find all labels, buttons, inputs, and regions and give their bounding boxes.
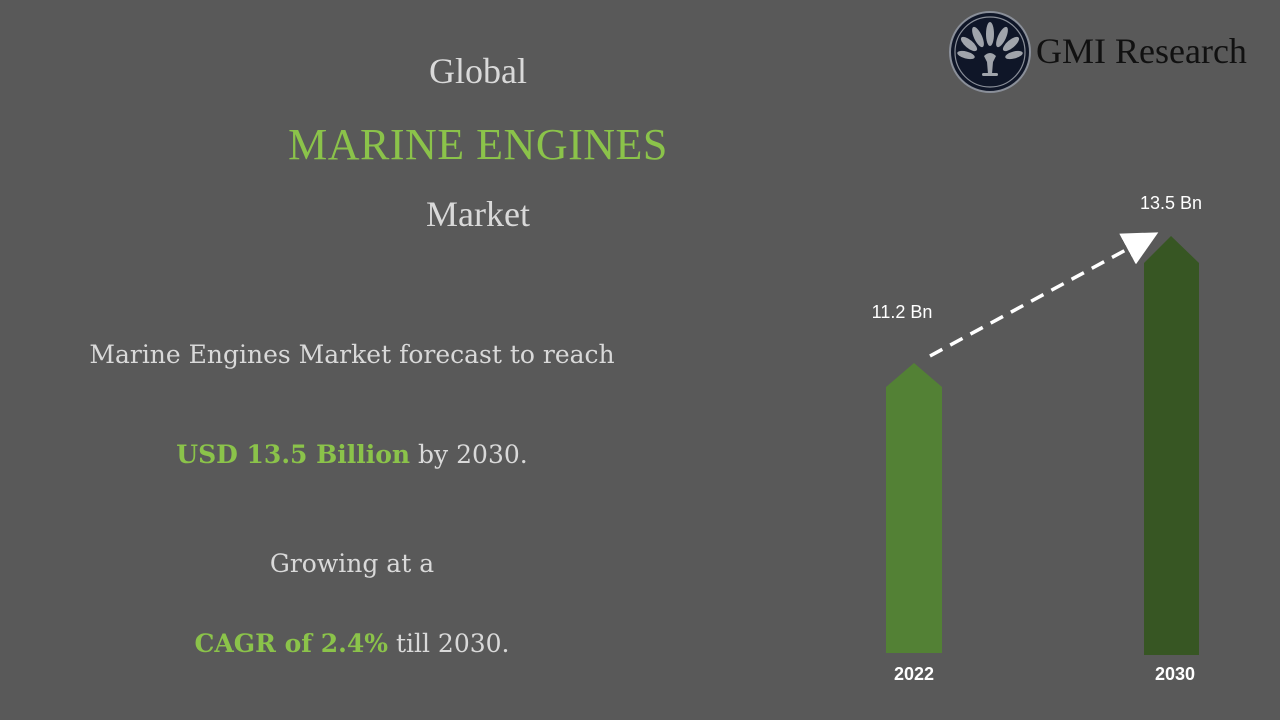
cagr-value: CAGR of 2.4%	[194, 629, 388, 658]
value-label-2022: 11.2 Bn	[871, 302, 933, 322]
logo	[948, 10, 1032, 94]
forecast-year-text: by 2030.	[410, 440, 528, 469]
value-label-2030: 13.5 Bn	[1139, 193, 1203, 213]
bar-2030	[1144, 236, 1199, 655]
bar-2022	[886, 363, 942, 653]
palm-fan-logo-icon	[949, 11, 1031, 93]
page-title: MARINE ENGINES	[288, 120, 668, 169]
year-label-2022: 2022	[893, 664, 935, 684]
title-prefix: Global	[429, 51, 527, 91]
growth-text: Growing at a	[269, 549, 435, 578]
brand-name: GMI Research	[1036, 31, 1247, 71]
forecast-value: USD 13.5 Billion	[176, 440, 411, 469]
forecast-value-line: USD 13.5 Billion by 2030.	[0, 440, 704, 469]
cagr-line: CAGR of 2.4% till 2030.	[0, 629, 704, 658]
year-label-2030: 2030	[1154, 664, 1196, 684]
cagr-year-text: till 2030.	[388, 629, 510, 658]
title-suffix: Market	[426, 194, 530, 234]
growth-arrow-icon	[929, 232, 1159, 358]
forecast-text: Marine Engines Market forecast to reach	[89, 340, 615, 369]
